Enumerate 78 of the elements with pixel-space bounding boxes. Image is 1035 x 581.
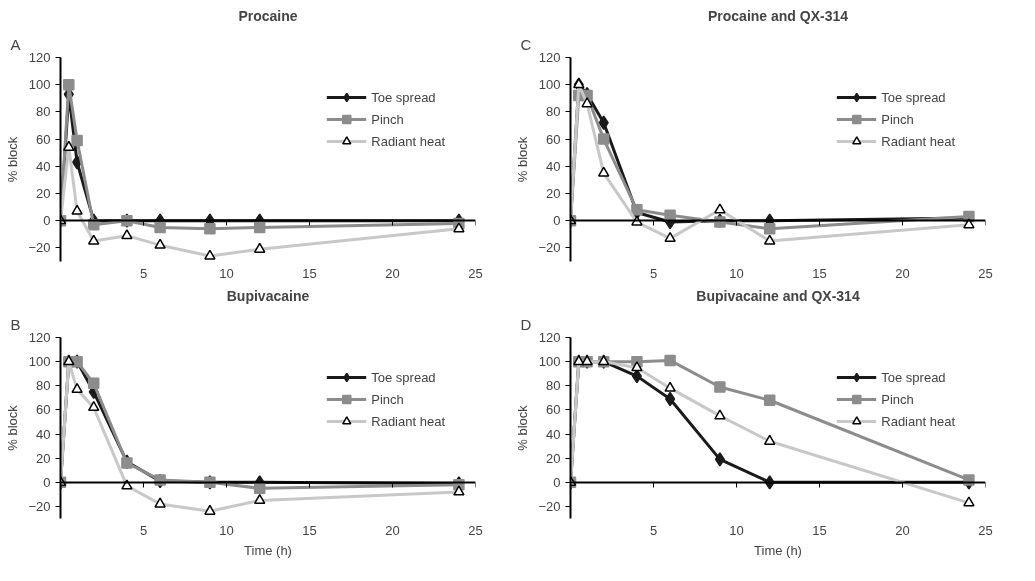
x-axis-title: Time (h) — [754, 542, 802, 558]
chart-title: Procaine — [238, 7, 298, 24]
text: D — [520, 315, 532, 333]
legend-label: Radiant heat — [881, 133, 955, 149]
y-tick-label: 100 — [28, 354, 51, 370]
y-tick-label: 20 — [36, 186, 51, 201]
x-tick-label: 25 — [978, 265, 993, 281]
legend-label: Pinch — [371, 111, 404, 127]
x-tick-label: 15 — [302, 265, 317, 281]
y-tick-label: 0 — [553, 474, 561, 490]
x-tick-label: 15 — [812, 265, 827, 281]
chart-title: Bupivacaine — [226, 287, 310, 304]
y-axis-title: % block — [5, 136, 21, 183]
x-tick-label: 20 — [385, 265, 400, 281]
text: C — [520, 35, 532, 53]
legend-label: Pinch — [881, 391, 914, 407]
legend-label: Radiant heat — [371, 133, 445, 149]
y-tick-label: 120 — [538, 50, 561, 65]
x-tick-label: 10 — [729, 522, 744, 538]
chart-title: Procaine and QX-314 — [707, 7, 849, 24]
y-tick-label: 40 — [546, 426, 561, 442]
y-tick-label: 100 — [538, 77, 561, 93]
y-tick-label: 0 — [43, 213, 51, 229]
y-tick-label: −20 — [28, 240, 51, 256]
y-tick-label: 40 — [36, 426, 51, 442]
y-tick-label: 40 — [36, 158, 51, 174]
x-tick-label: 5 — [649, 265, 658, 281]
x-tick-label: 10 — [219, 265, 234, 281]
y-tick-label: 20 — [546, 186, 561, 201]
x-axis-title: Time (h) — [244, 542, 292, 558]
y-tick-label: 80 — [36, 104, 51, 120]
y-tick-label: 0 — [43, 474, 51, 490]
legend-label: Toe spread — [881, 89, 946, 105]
y-tick-label: 80 — [546, 378, 561, 394]
legend-label: Toe spread — [881, 369, 946, 385]
y-tick-label: 60 — [546, 402, 561, 418]
legend-label: Radiant heat — [881, 413, 955, 429]
y-tick-label: −20 — [28, 498, 51, 514]
y-tick-label: 0 — [553, 213, 561, 229]
legend-label: Pinch — [881, 111, 914, 127]
y-axis-title: % block — [515, 136, 531, 183]
legend-label: Toe spread — [371, 89, 436, 105]
legend-label: Toe spread — [371, 369, 436, 385]
x-tick-label: 25 — [978, 522, 993, 538]
legend-label: Radiant heat — [371, 413, 445, 429]
y-tick-label: 100 — [28, 77, 51, 93]
y-tick-label: 40 — [546, 158, 561, 174]
y-tick-label: 60 — [36, 131, 51, 147]
text: B — [10, 315, 21, 333]
y-tick-label: 120 — [28, 330, 51, 345]
y-tick-label: −20 — [538, 240, 561, 256]
x-tick-label: 10 — [729, 265, 744, 281]
y-tick-label: 80 — [546, 104, 561, 120]
x-tick-label: 20 — [895, 522, 910, 538]
x-tick-label: 20 — [385, 522, 400, 538]
y-tick-label: 60 — [36, 402, 51, 418]
y-tick-label: 20 — [36, 450, 51, 466]
y-tick-label: 20 — [546, 450, 561, 466]
y-tick-label: −20 — [538, 498, 561, 514]
y-tick-label: 80 — [36, 378, 51, 394]
chart-title: Bupivacaine and QX-314 — [696, 287, 860, 304]
legend-label: Pinch — [371, 391, 404, 407]
x-tick-label: 5 — [649, 522, 658, 538]
x-tick-label: 25 — [468, 522, 483, 538]
x-tick-label: 15 — [302, 522, 317, 538]
x-tick-label: 15 — [812, 522, 827, 538]
y-axis-title: % block — [5, 404, 21, 451]
y-tick-label: 120 — [538, 330, 561, 345]
text: A — [10, 35, 21, 53]
y-tick-label: 60 — [546, 131, 561, 147]
y-axis-title: % block — [515, 404, 531, 451]
y-tick-label: 100 — [538, 354, 561, 370]
x-tick-label: 5 — [139, 265, 148, 281]
x-tick-label: 20 — [895, 265, 910, 281]
x-tick-label: 10 — [219, 522, 234, 538]
y-tick-label: 120 — [28, 50, 51, 65]
x-tick-label: 25 — [468, 265, 483, 281]
x-tick-label: 5 — [139, 522, 148, 538]
